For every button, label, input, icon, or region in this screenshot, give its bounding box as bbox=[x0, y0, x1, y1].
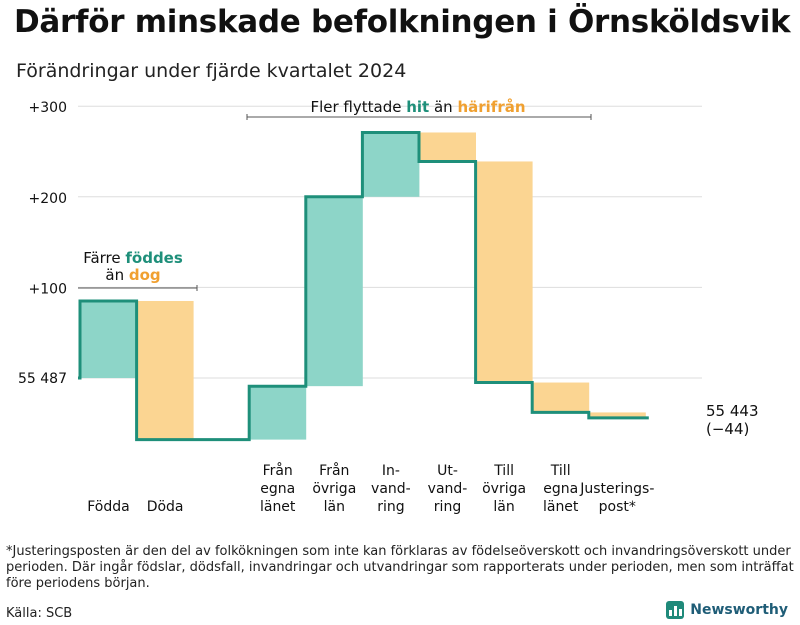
y-tick-label: +100 bbox=[29, 281, 67, 297]
newsworthy-logo-icon bbox=[666, 601, 685, 619]
moves-annotation: Fler flyttade hit än härifrån bbox=[310, 98, 525, 116]
category-label: övriga bbox=[312, 481, 356, 497]
category-label: län bbox=[493, 499, 514, 515]
category-label: vand- bbox=[428, 481, 468, 497]
chart-title: Därför minskade befolkningen i Örnskölds… bbox=[14, 4, 791, 40]
annotation-part: dog bbox=[129, 266, 161, 284]
moves-bracket bbox=[246, 114, 592, 120]
annotation-part: härifrån bbox=[457, 98, 525, 116]
category-label: post* bbox=[599, 499, 636, 515]
bar-positive bbox=[362, 132, 420, 197]
category-label: övriga bbox=[482, 481, 526, 497]
annotation-part: än bbox=[429, 98, 457, 116]
category-label: Till bbox=[550, 463, 571, 479]
annotation-part: hit bbox=[406, 98, 429, 116]
bar-negative bbox=[136, 300, 194, 440]
category-label: vand- bbox=[371, 481, 411, 497]
bar-negative bbox=[419, 132, 476, 162]
annotation-part: Färre bbox=[83, 249, 125, 267]
annotation-part: föddes bbox=[125, 249, 182, 267]
category-label: Från bbox=[263, 462, 293, 479]
bar-positive bbox=[305, 196, 363, 387]
waterfall-step-line bbox=[78, 131, 649, 442]
bar-positive bbox=[249, 386, 307, 440]
bar-negative bbox=[588, 412, 646, 418]
category-label: ring bbox=[377, 499, 404, 515]
category-label: Till bbox=[493, 463, 514, 479]
bar-negative bbox=[475, 161, 533, 383]
category-label: Födda bbox=[87, 499, 129, 515]
category-label: länet bbox=[543, 499, 579, 515]
waterfall-chart: +100 +200 +300 55 487 Födda Döda Från egna länet… bbox=[18, 98, 759, 515]
end-value-label: 55 443 bbox=[706, 402, 759, 420]
births-annotation-line2: än dog bbox=[105, 266, 160, 284]
category-label: länet bbox=[260, 499, 296, 515]
category-label: Ut- bbox=[437, 463, 458, 479]
brand-name: Newsworthy bbox=[690, 602, 788, 618]
category-label: Justerings- bbox=[579, 481, 654, 497]
category-label: ring bbox=[434, 499, 461, 515]
y-tick-label: +300 bbox=[29, 100, 67, 116]
end-change-label: (−44) bbox=[706, 420, 749, 438]
category-label: län bbox=[324, 499, 345, 515]
category-label: egna bbox=[260, 481, 295, 497]
births-annotation-line1: Färre föddes bbox=[83, 249, 183, 267]
category-label: Från bbox=[319, 462, 349, 479]
source-note: Källa: SCB bbox=[6, 606, 73, 621]
bar-negative bbox=[532, 382, 590, 413]
category-label: In- bbox=[382, 463, 400, 479]
brand: Newsworthy bbox=[666, 601, 788, 619]
bar-positive bbox=[80, 300, 137, 378]
start-value-label: 55 487 bbox=[18, 371, 67, 387]
annotation-part: än bbox=[105, 266, 128, 284]
chart-subtitle: Förändringar under fjärde kvartalet 2024 bbox=[16, 60, 407, 82]
footnote: *Justeringsposten är den del av folkökni… bbox=[6, 544, 794, 591]
y-tick-label: +200 bbox=[29, 191, 67, 207]
category-label: egna bbox=[543, 481, 578, 497]
annotation-part: Fler flyttade bbox=[310, 98, 406, 116]
category-label: Döda bbox=[147, 499, 184, 515]
